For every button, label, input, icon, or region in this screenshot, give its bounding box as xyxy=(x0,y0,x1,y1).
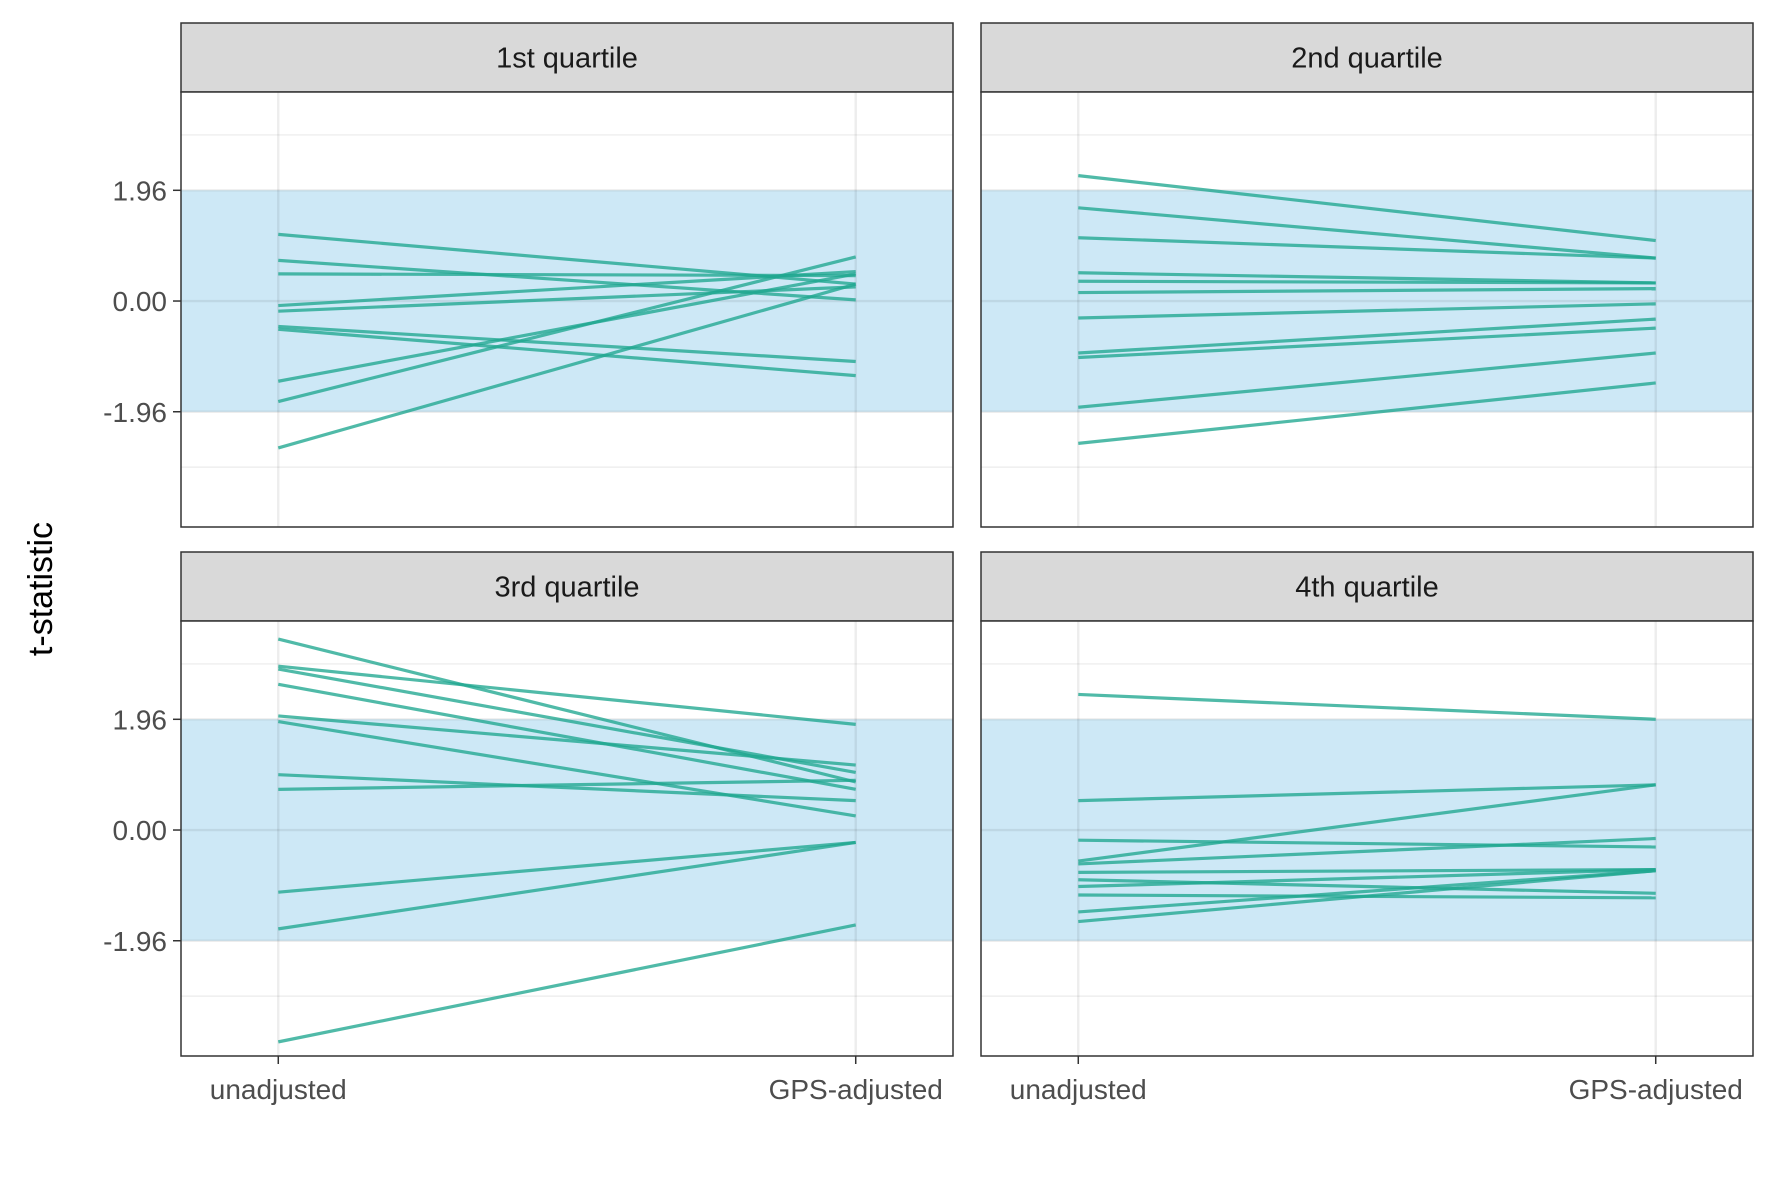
panel-strip xyxy=(180,551,954,622)
x-tick-label: GPS-adjusted xyxy=(769,1074,943,1105)
series-line-4 xyxy=(277,682,857,791)
series-line-10 xyxy=(278,840,856,931)
panel-border xyxy=(180,620,954,1057)
y-tick-label: 1.96 xyxy=(113,175,168,206)
series-line-3 xyxy=(278,272,856,278)
series-line-3 xyxy=(277,667,857,774)
panel-border xyxy=(980,620,1754,1057)
x-tick-label: GPS-adjusted xyxy=(1569,1074,1743,1105)
series-line-4 xyxy=(278,270,856,308)
panel-strip xyxy=(180,22,954,93)
series-line-7 xyxy=(1078,302,1656,320)
series-line-6 xyxy=(278,324,856,364)
series-line-8 xyxy=(1078,867,1656,889)
series-line-1 xyxy=(1078,692,1656,721)
panel-strip xyxy=(980,551,1754,622)
panel-1: 1st quartile 1.96 0.00 -1.96 xyxy=(103,22,954,528)
panel-border xyxy=(980,91,1754,528)
significance-band xyxy=(981,719,1753,941)
panel-title: 2nd quartile xyxy=(1291,43,1443,75)
series-line-5 xyxy=(278,714,856,767)
panel-title: 4th quartile xyxy=(1295,572,1439,604)
series-line-5 xyxy=(1078,836,1656,866)
significance-band xyxy=(981,190,1753,412)
panel-border xyxy=(180,91,954,528)
series-line-2 xyxy=(278,664,856,726)
series-line-4 xyxy=(1078,838,1656,849)
panel-title: 3rd quartile xyxy=(494,572,639,604)
y-axis-title: t-statistic xyxy=(22,522,60,656)
series-line-3 xyxy=(1078,783,1656,863)
x-tick-label: unadjusted xyxy=(1010,1074,1147,1105)
y-tick-label: -1.96 xyxy=(103,926,167,957)
panel-3: 3rd quartile 1.96 0.00 -1.96 unadjusted GPS-a… xyxy=(103,551,954,1105)
series-line-6 xyxy=(1078,286,1656,295)
series-line-8 xyxy=(1078,317,1656,355)
y-tick-label: -1.96 xyxy=(103,397,167,428)
series-line-9 xyxy=(1078,326,1656,360)
series-line-9 xyxy=(277,255,857,404)
series-line-11 xyxy=(1078,381,1656,445)
series-line-7 xyxy=(278,327,856,378)
series-line-5 xyxy=(1078,279,1656,285)
panel-4: 4th quartile unadjusted GPS-adjusted xyxy=(980,551,1754,1105)
y-tick-label: 0.00 xyxy=(113,286,168,317)
series-line-7 xyxy=(278,773,856,803)
series-line-8 xyxy=(277,272,857,383)
series-line-2 xyxy=(1078,783,1656,803)
y-tick-label: 1.96 xyxy=(113,704,168,735)
panel-title: 1st quartile xyxy=(496,43,638,75)
series-line-11 xyxy=(277,923,857,1044)
panel-2: 2nd quartile xyxy=(980,22,1754,528)
y-tick-label: 0.00 xyxy=(113,815,168,846)
series-line-2 xyxy=(1078,206,1656,260)
series-line-8 xyxy=(278,778,856,791)
series-line-10 xyxy=(1078,351,1656,409)
series-line-3 xyxy=(1078,236,1656,260)
series-line-1 xyxy=(1078,174,1656,243)
series-line-11 xyxy=(1078,893,1656,900)
series-line-9 xyxy=(278,840,856,894)
x-tick-label: unadjusted xyxy=(210,1074,347,1105)
series-line-7 xyxy=(1078,878,1656,895)
series-line-6 xyxy=(278,719,856,818)
significance-band xyxy=(181,719,953,941)
series-line-6 xyxy=(1078,867,1656,874)
series-line-10 xyxy=(277,282,857,450)
panels-group: 1st quartile 1.96 0.00 -1.96 2nd quartile 3rd… xyxy=(103,22,1754,1105)
